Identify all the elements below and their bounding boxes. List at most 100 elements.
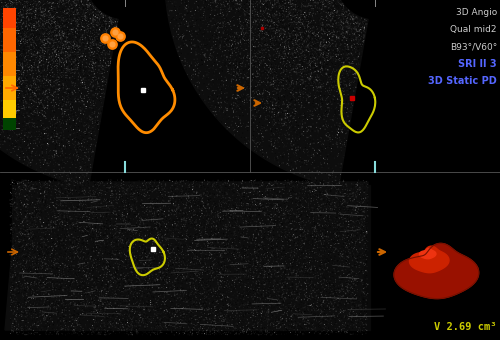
Point	[24, 325, 32, 331]
Point	[28, 67, 36, 72]
Point	[4, 136, 12, 141]
Point	[342, 280, 350, 286]
Point	[337, 33, 345, 38]
Point	[362, 281, 370, 286]
Point	[56, 75, 64, 81]
Point	[8, 17, 16, 22]
Point	[245, 211, 253, 216]
Point	[108, 331, 116, 336]
Point	[362, 313, 370, 319]
Point	[106, 198, 114, 203]
Point	[254, 24, 262, 30]
Point	[296, 327, 304, 333]
Point	[297, 219, 305, 224]
Point	[5, 3, 13, 8]
Point	[209, 259, 217, 265]
Point	[188, 209, 196, 215]
Point	[188, 311, 196, 316]
Point	[136, 201, 144, 206]
Point	[40, 199, 48, 204]
Point	[238, 301, 246, 306]
Point	[61, 39, 69, 45]
Point	[53, 103, 61, 109]
Point	[301, 227, 309, 233]
Point	[49, 15, 57, 21]
Point	[215, 36, 223, 41]
Point	[308, 19, 316, 25]
Point	[121, 311, 129, 316]
Point	[321, 198, 329, 203]
Point	[292, 275, 300, 280]
Point	[27, 330, 35, 335]
Point	[288, 27, 296, 32]
Point	[108, 275, 116, 280]
Point	[324, 1, 332, 7]
Point	[44, 244, 52, 250]
Point	[313, 71, 321, 76]
Point	[16, 279, 24, 285]
Point	[290, 258, 298, 264]
Point	[46, 313, 54, 319]
Point	[240, 66, 248, 71]
Point	[270, 53, 278, 58]
Point	[200, 8, 208, 14]
Point	[154, 242, 162, 248]
Point	[50, 30, 58, 35]
Point	[59, 326, 67, 331]
Point	[338, 212, 345, 218]
Point	[201, 212, 209, 218]
Point	[254, 279, 262, 284]
Point	[46, 266, 54, 271]
Point	[0, 50, 1, 55]
Point	[96, 43, 104, 49]
Point	[88, 36, 96, 41]
Point	[10, 0, 18, 5]
Point	[54, 255, 62, 260]
Point	[154, 294, 162, 299]
Point	[92, 120, 100, 125]
Point	[32, 211, 40, 217]
Point	[288, 311, 296, 317]
Point	[49, 47, 57, 52]
Point	[275, 282, 283, 287]
Point	[108, 235, 116, 240]
Point	[192, 52, 200, 57]
Point	[284, 125, 292, 131]
Point	[240, 8, 248, 14]
Point	[274, 83, 282, 88]
Point	[273, 259, 281, 265]
Point	[54, 48, 62, 53]
Point	[99, 325, 107, 331]
Point	[46, 22, 54, 27]
Point	[280, 31, 288, 36]
Point	[110, 240, 118, 246]
Point	[78, 116, 86, 121]
Point	[44, 183, 52, 189]
Point	[206, 323, 214, 328]
Point	[303, 134, 311, 140]
Point	[122, 284, 130, 289]
Point	[108, 44, 116, 49]
Point	[196, 192, 204, 198]
Point	[72, 318, 80, 323]
Point	[348, 298, 356, 303]
Point	[94, 36, 102, 41]
Point	[283, 118, 291, 123]
Point	[50, 169, 58, 174]
Point	[296, 88, 304, 94]
Point	[168, 265, 176, 270]
Point	[0, 78, 4, 84]
Point	[90, 289, 98, 294]
Point	[14, 323, 22, 329]
Point	[320, 45, 328, 50]
Point	[50, 99, 58, 105]
Point	[0, 40, 2, 45]
Point	[24, 5, 32, 10]
Point	[180, 4, 188, 10]
Point	[280, 274, 287, 279]
Point	[56, 122, 64, 128]
Point	[281, 18, 289, 24]
Point	[294, 206, 302, 212]
Point	[354, 42, 362, 47]
Point	[50, 234, 58, 240]
